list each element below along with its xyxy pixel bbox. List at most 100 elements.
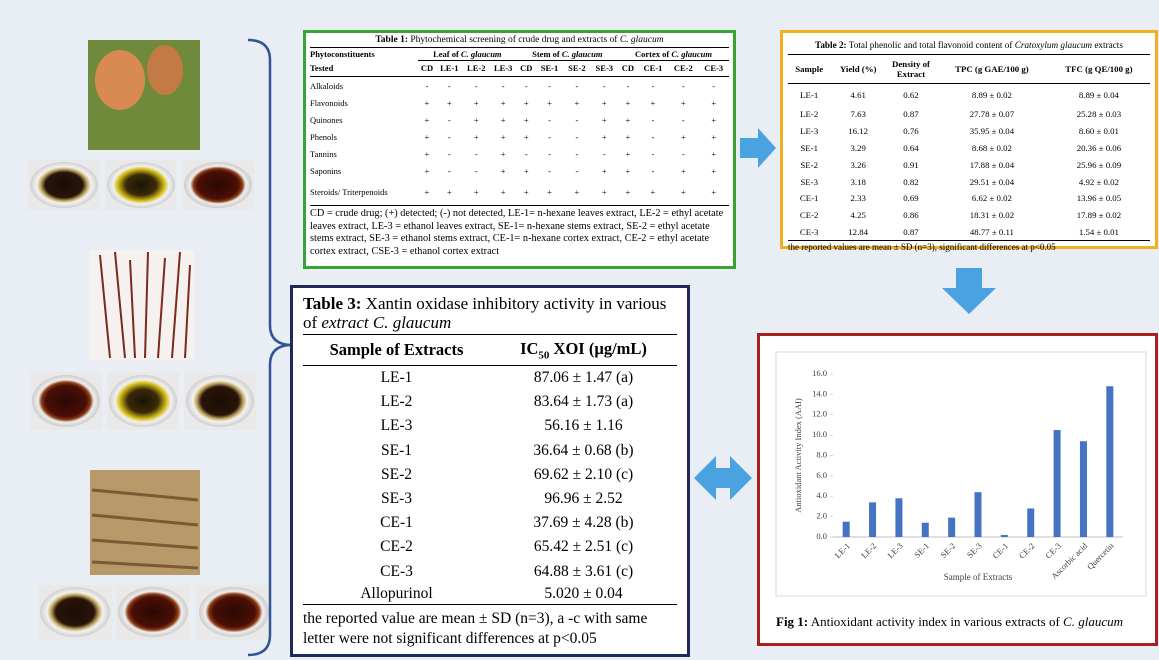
cell: SE-2: [788, 156, 830, 173]
cell: +: [436, 179, 463, 206]
table-row: CE-364.88 ± 3.61 (c): [303, 560, 677, 584]
cell: CE-2: [303, 535, 490, 559]
x-axis-label: Sample of Extracts: [944, 572, 1013, 582]
cell: 83.64 ± 1.73 (a): [490, 390, 677, 414]
dish: [30, 162, 98, 208]
cell: 65.42 ± 2.51 (c): [490, 535, 677, 559]
leaf-photo-detail: [95, 50, 145, 110]
bar: [1027, 508, 1034, 537]
column-header: LE-1: [436, 60, 463, 77]
cell: 3.18: [830, 173, 886, 190]
figure-caption: Fig 1: Antioxidant activity index in var…: [776, 614, 1123, 630]
cell: 87.06 ± 1.47 (a): [490, 366, 677, 391]
cell: -: [563, 128, 590, 145]
cell: 3.29: [830, 140, 886, 157]
x-tick-label: CE-1: [990, 541, 1010, 561]
cell: 18.31 ± 0.02: [936, 207, 1048, 224]
dish: [109, 375, 177, 427]
column-header: Yield (%): [830, 55, 886, 84]
cell: 0.87: [886, 224, 936, 241]
cell: +: [591, 162, 618, 179]
column-header: Sample: [788, 55, 830, 84]
cell: LE-3: [788, 123, 830, 140]
column-header: IC50 XOI (µg/mL): [490, 335, 677, 366]
cell: +: [418, 111, 436, 128]
header-row: SampleYield (%)Density of ExtractTPC (g …: [788, 55, 1150, 84]
group-species: C. glaucum: [562, 49, 603, 59]
cell: +: [517, 162, 536, 179]
cell: +: [618, 94, 638, 111]
cell: +: [698, 179, 729, 206]
y-tick-label: 14.0: [812, 388, 827, 398]
cell: +: [517, 94, 536, 111]
column-header: CE-3: [698, 60, 729, 77]
table-row: Steroids/ Triterpenoids++++++++++++: [310, 179, 729, 206]
cell: 69.62 ± 2.10 (c): [490, 463, 677, 487]
table-row: LE-283.64 ± 1.73 (a): [303, 390, 677, 414]
column-header: TPC (g GAE/100 g): [936, 55, 1048, 84]
cell: CE-1: [303, 511, 490, 535]
cell: +: [436, 94, 463, 111]
cell: +: [668, 179, 698, 206]
y-tick-label: 6.0: [816, 470, 827, 480]
cell: +: [618, 179, 638, 206]
cell: -: [668, 145, 698, 162]
dish: [184, 162, 252, 208]
arrow-right: [740, 128, 776, 168]
table-row: Saponins+--++--++-++: [310, 162, 729, 179]
caption-species: C. glaucum: [620, 35, 664, 45]
table3-caption: Table 3: Xantin oxidase inhibitory activ…: [303, 294, 677, 335]
group-text: Leaf of: [433, 49, 459, 59]
group-header: Stem of C. glaucum: [517, 48, 618, 61]
table1-footnote: CD = crude drug; (+) detected; (-) not d…: [310, 208, 729, 258]
cell: +: [668, 162, 698, 179]
cell: -: [436, 145, 463, 162]
table-row: SE-396.96 ± 2.52: [303, 487, 677, 511]
y-tick-label: 2.0: [816, 511, 827, 521]
y-tick-label: 16.0: [812, 368, 827, 378]
cell: +: [618, 145, 638, 162]
table3-footnote: the reported value are mean ± SD (n=3), …: [303, 609, 677, 649]
cell: 64.88 ± 3.61 (c): [490, 560, 677, 584]
cell: +: [517, 111, 536, 128]
group-species: C. glaucum: [671, 49, 712, 59]
column-header: LE-3: [490, 60, 517, 77]
cell: +: [418, 94, 436, 111]
table-row: LE-27.630.8727.78 ± 0.0725.28 ± 0.03: [788, 106, 1150, 123]
cell: 4.92 ± 0.02: [1048, 173, 1150, 190]
row-name: Quinones: [310, 111, 418, 128]
cell: 17.88 ± 0.04: [936, 156, 1048, 173]
cell: 0.82: [886, 173, 936, 190]
cell: LE-1: [788, 84, 830, 107]
cell: +: [463, 111, 490, 128]
dish: [40, 587, 110, 637]
cell: -: [638, 162, 668, 179]
cell: 16.12: [830, 123, 886, 140]
y-tick-label: 8.0: [816, 449, 827, 459]
cell: CE-3: [303, 560, 490, 584]
cell: -: [563, 145, 590, 162]
table3: Sample of ExtractsIC50 XOI (µg/mL)LE-187…: [303, 335, 677, 605]
cell: CE-2: [788, 207, 830, 224]
caption-text: Phytochemical screening of crude drug an…: [410, 35, 617, 45]
cell: -: [698, 77, 729, 95]
cell: SE-3: [788, 173, 830, 190]
table-row: LE-356.16 ± 1.16: [303, 414, 677, 438]
cell: -: [536, 128, 563, 145]
column-header: CE-1: [638, 60, 668, 77]
cell: 36.64 ± 0.68 (b): [490, 439, 677, 463]
caption-label: Table 2:: [815, 40, 847, 50]
cell: 8.60 ± 0.01: [1048, 123, 1150, 140]
cell: +: [591, 128, 618, 145]
column-header: SE-1: [536, 60, 563, 77]
bar: [895, 498, 902, 537]
cell: -: [436, 111, 463, 128]
caption-label: Fig 1:: [776, 614, 808, 629]
cell: SE-1: [303, 439, 490, 463]
